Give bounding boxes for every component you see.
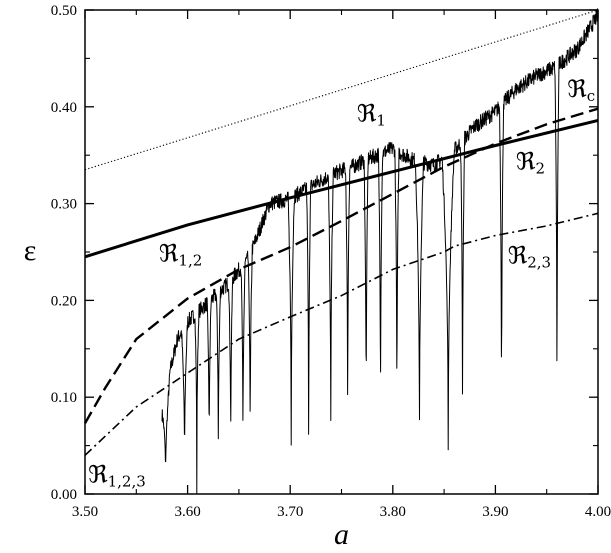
dashed-series-line [83, 107, 599, 424]
region-label: ℜ1 [357, 99, 386, 129]
region-label: ℜ1,2 [159, 240, 202, 270]
noisy-series-line [161, 8, 599, 495]
tick-layer: 3.50 3.60 3.70 3.80 3.90 4.00 0.00 0.10 0.20 0.30… [51, 3, 611, 520]
region-label: ℜc [567, 75, 595, 105]
y-tick-label: 0.10 [51, 390, 77, 406]
dash-dot-series-line [84, 212, 599, 456]
x-tick-label: 3.60 [174, 504, 200, 520]
y-tick-label: 0.40 [51, 100, 77, 116]
region-label: ℜ1,2,3 [88, 460, 146, 490]
x-tick-label: 3.70 [277, 504, 303, 520]
region-label: ℜ2,3 [508, 242, 551, 272]
y-tick-label: 0.30 [51, 197, 77, 213]
region-label: ℜ2 [516, 148, 545, 178]
y-tick-label: 0.00 [51, 487, 77, 503]
x-axis-title: a [334, 518, 349, 551]
dotted-series-line [84, 9, 599, 171]
x-tick-label: 3.50 [72, 504, 98, 520]
y-axis-title: ε [24, 234, 37, 267]
x-tick-label: 3.80 [380, 504, 406, 520]
series-layer [83, 8, 599, 495]
x-tick-label: 4.00 [585, 504, 611, 520]
x-tick-label: 3.90 [482, 504, 508, 520]
y-tick-label: 0.20 [51, 293, 77, 309]
y-tick-label: 0.50 [51, 3, 77, 19]
solid-series-line [84, 118, 599, 259]
label-layer: ℜ1 ℜc ℜ2 ℜ1,2 ℜ2,3 ℜ1,2,3 [88, 75, 595, 490]
